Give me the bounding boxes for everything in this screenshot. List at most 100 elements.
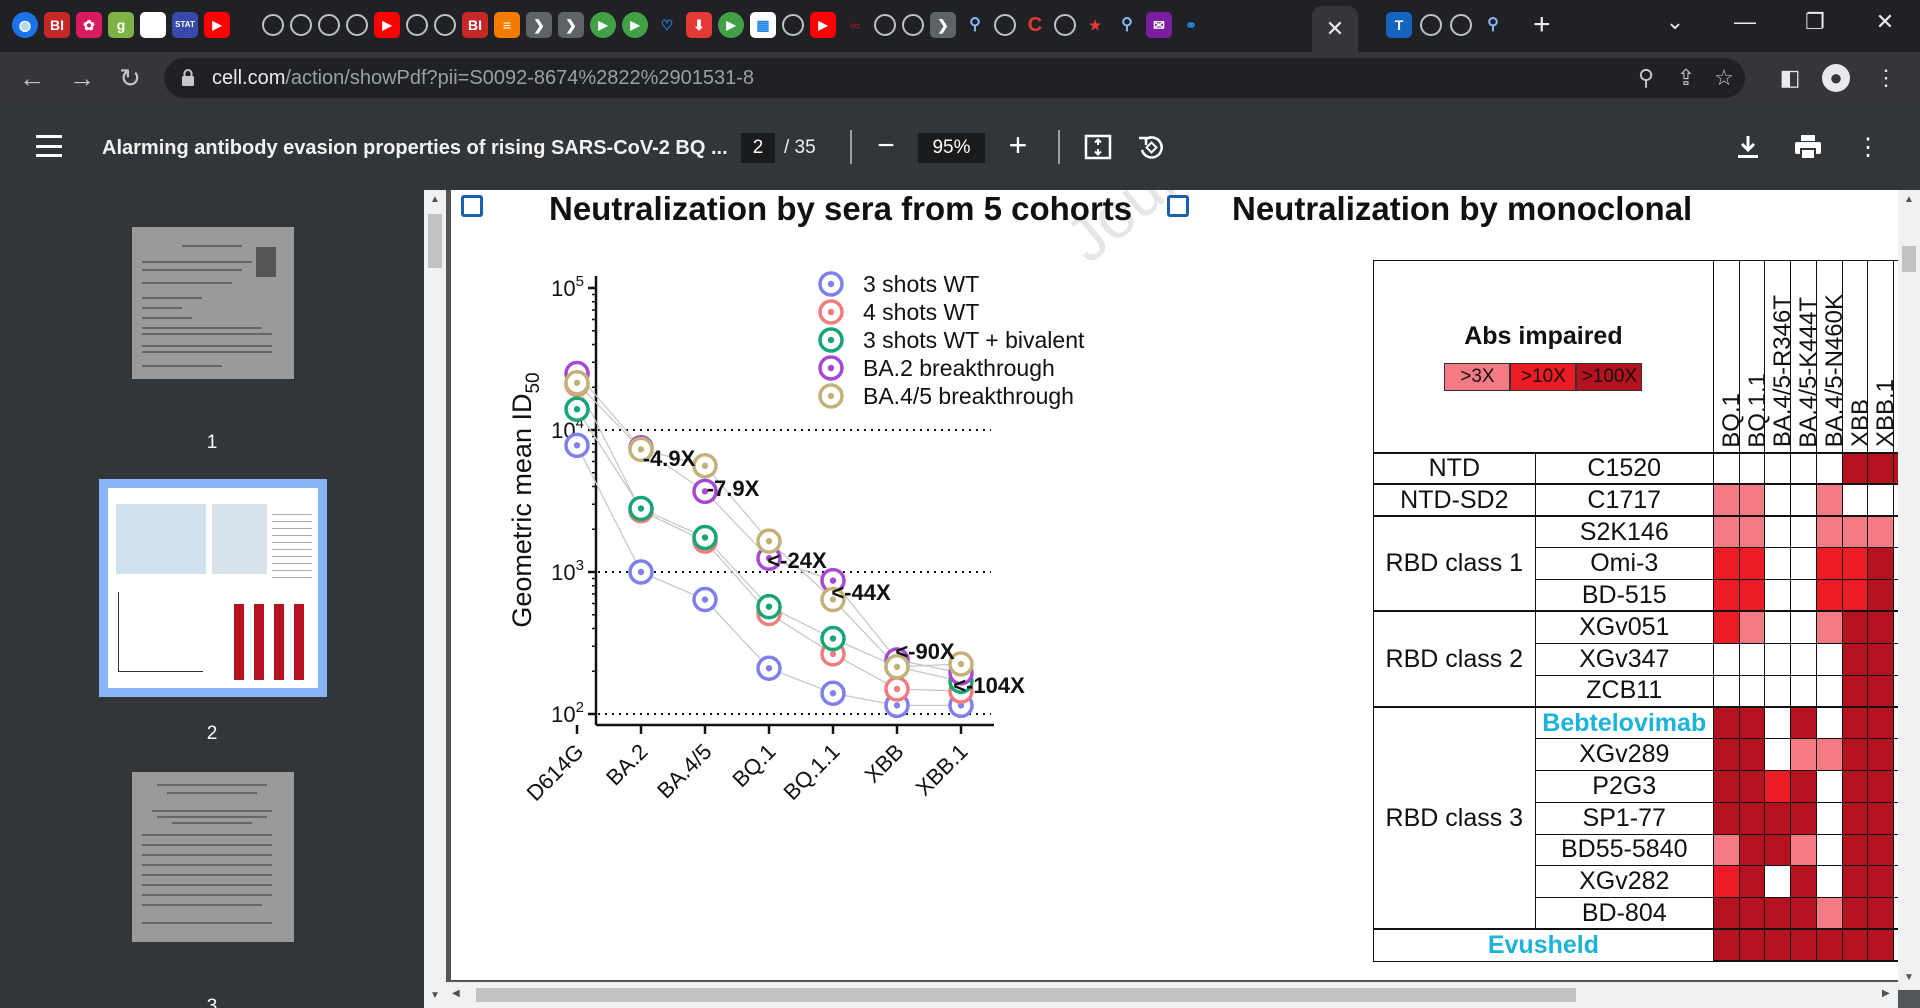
share-icon[interactable]: ⇪ bbox=[1676, 65, 1696, 90]
page-thumbnail-2[interactable] bbox=[108, 488, 318, 688]
heatmap-cell bbox=[1738, 579, 1766, 613]
browser-menu-icon[interactable]: ⋮ bbox=[1875, 65, 1897, 90]
globe-tab-icon[interactable] bbox=[262, 14, 284, 36]
mail-tab-icon[interactable]: ✉ bbox=[1146, 12, 1172, 38]
search-tab-icon[interactable]: ⚲ bbox=[1121, 16, 1133, 33]
pin-tab-icon[interactable]: ⬇ bbox=[686, 12, 712, 38]
zoom-out-button[interactable]: − bbox=[877, 129, 895, 162]
page-number-input[interactable]: 2 bbox=[741, 133, 775, 163]
heatmap-cell bbox=[1790, 769, 1817, 803]
profile-avatar-icon[interactable]: ● bbox=[1822, 64, 1850, 92]
zoom-in-button[interactable]: + bbox=[1008, 126, 1028, 163]
globe-tab-icon[interactable]: ◍ bbox=[12, 12, 38, 38]
bi-tab-icon[interactable]: BI bbox=[44, 12, 70, 38]
page-thumbnail-3[interactable] bbox=[132, 772, 294, 942]
page-total: / 35 bbox=[784, 137, 816, 158]
reload-button[interactable]: ↻ bbox=[119, 62, 141, 93]
bi-tab-icon[interactable]: BI bbox=[462, 12, 488, 38]
stat-tab-icon[interactable]: STAT bbox=[172, 12, 198, 38]
heatmap-cell bbox=[1764, 642, 1792, 676]
c-tab-icon[interactable]: C bbox=[1027, 14, 1043, 36]
globe-tab-icon[interactable] bbox=[434, 14, 456, 36]
flower-tab-icon[interactable]: ✿ bbox=[76, 12, 102, 38]
g-tab-icon[interactable]: g bbox=[108, 12, 134, 38]
print-icon[interactable] bbox=[1791, 130, 1825, 164]
heatmap-cell bbox=[1790, 547, 1817, 581]
play-tab-icon[interactable]: ▶ bbox=[590, 12, 616, 38]
document-viewport[interactable]: ▲ ▼ Journal Neutralization by sera from … bbox=[424, 190, 1920, 1008]
search-tab-icon[interactable]: ⚲ bbox=[1487, 16, 1499, 33]
heatmap-cell bbox=[1867, 738, 1895, 771]
download-icon[interactable] bbox=[1731, 130, 1765, 164]
arrow-tab-icon[interactable]: ❯ bbox=[558, 12, 584, 38]
grid-tab-icon[interactable]: ▦ bbox=[750, 12, 776, 38]
data-point-center bbox=[765, 537, 773, 545]
page-scrollbar-right[interactable]: ▲ ▼ bbox=[1898, 190, 1920, 990]
fit-page-icon[interactable] bbox=[1081, 130, 1115, 164]
side-panel-icon[interactable]: ◧ bbox=[1779, 65, 1801, 90]
lock-icon[interactable] bbox=[180, 68, 196, 86]
globe-tab-icon[interactable] bbox=[874, 14, 896, 36]
bookmark-star-icon[interactable]: ☆ bbox=[1714, 65, 1734, 90]
play-tab-icon[interactable]: ▶ bbox=[622, 12, 648, 38]
minimize-button[interactable]: — bbox=[1734, 9, 1756, 34]
heatmap-cell bbox=[1841, 547, 1869, 581]
heatmap-cell bbox=[1841, 483, 1869, 518]
star-tab-icon[interactable]: ★ bbox=[1088, 17, 1102, 33]
scrollbar-thumb[interactable] bbox=[1902, 246, 1916, 272]
active-tab-close-button[interactable]: ✕ bbox=[1312, 6, 1358, 52]
url-text[interactable]: cell.com/action/showPdf?pii=S0092-8674%2… bbox=[212, 67, 755, 89]
new-tab-button[interactable]: + bbox=[1533, 8, 1551, 41]
table-row: Evusheld bbox=[1373, 928, 1920, 963]
heatmap-cell bbox=[1764, 674, 1792, 708]
zoom-level-input[interactable]: 95% bbox=[918, 133, 985, 163]
globe-tab-icon[interactable] bbox=[994, 14, 1016, 36]
youtube-tab-icon[interactable]: ▶ bbox=[374, 12, 400, 38]
series-line bbox=[576, 373, 962, 674]
heatmap-cell bbox=[1712, 579, 1740, 613]
restore-button[interactable]: ❐ bbox=[1805, 9, 1825, 34]
forward-button[interactable]: → bbox=[69, 62, 95, 93]
blank-tab-icon[interactable] bbox=[140, 12, 166, 38]
rotate-icon[interactable] bbox=[1134, 130, 1168, 164]
group-label: RBD class 1 bbox=[1373, 515, 1536, 613]
tab-search-chevron-icon[interactable]: ⌄ bbox=[1665, 9, 1685, 34]
globe-tab-icon[interactable] bbox=[406, 14, 428, 36]
back-button[interactable]: ← bbox=[19, 62, 45, 93]
page-scrollbar-left[interactable]: ▲ ▼ bbox=[424, 190, 446, 1008]
arrow-tab-icon[interactable]: ❯ bbox=[526, 12, 552, 38]
heatmap-cell bbox=[1867, 515, 1895, 549]
globe-tab-icon[interactable] bbox=[902, 14, 924, 36]
t-tab-icon[interactable]: T bbox=[1386, 12, 1412, 38]
heatmap-cell bbox=[1738, 738, 1766, 771]
horizontal-scrollbar[interactable]: ◀ ▶ bbox=[446, 982, 1898, 1008]
scrollbar-thumb[interactable] bbox=[476, 988, 1576, 1002]
rss-tab-icon[interactable]: ≡ bbox=[494, 12, 520, 38]
globe-tab-icon[interactable] bbox=[1054, 14, 1076, 36]
arrow-tab-icon[interactable]: ❯ bbox=[930, 12, 956, 38]
heart-tab-icon[interactable]: ♡ bbox=[660, 17, 674, 33]
page-thumbnail-1[interactable] bbox=[132, 227, 294, 379]
globe-tab-icon[interactable] bbox=[318, 14, 340, 36]
globe-tab-icon[interactable] bbox=[782, 14, 804, 36]
close-window-button[interactable]: ✕ bbox=[1875, 9, 1895, 34]
link-tab-icon[interactable]: ⚭ bbox=[1185, 17, 1197, 33]
youtube-tab-icon[interactable]: ▶ bbox=[204, 12, 230, 38]
globe-tab-icon[interactable] bbox=[290, 14, 312, 36]
address-bar[interactable]: cell.com/action/showPdf?pii=S0092-8674%2… bbox=[164, 58, 1745, 98]
globe-tab-icon[interactable] bbox=[1450, 14, 1472, 36]
youtube-tab-icon[interactable]: ▶ bbox=[810, 12, 836, 38]
heatmap-cell bbox=[1815, 483, 1843, 518]
table-row: NTD C1520 bbox=[1373, 452, 1920, 486]
play-tab-icon[interactable]: ▶ bbox=[718, 12, 744, 38]
chain-tab-icon[interactable]: ∞ bbox=[850, 17, 860, 33]
sidebar-menu-icon[interactable] bbox=[36, 135, 62, 157]
more-options-icon[interactable]: ⋮ bbox=[1856, 133, 1880, 161]
globe-tab-icon[interactable] bbox=[346, 14, 368, 36]
heatmap-cell bbox=[1764, 515, 1792, 549]
globe-tab-icon[interactable] bbox=[1420, 14, 1442, 36]
search-tab-icon[interactable]: ⚲ bbox=[969, 16, 981, 33]
zoom-magnifier-icon[interactable]: ⚲ bbox=[1637, 65, 1655, 90]
scrollbar-thumb[interactable] bbox=[428, 214, 442, 268]
heatmap-cell bbox=[1867, 865, 1895, 899]
